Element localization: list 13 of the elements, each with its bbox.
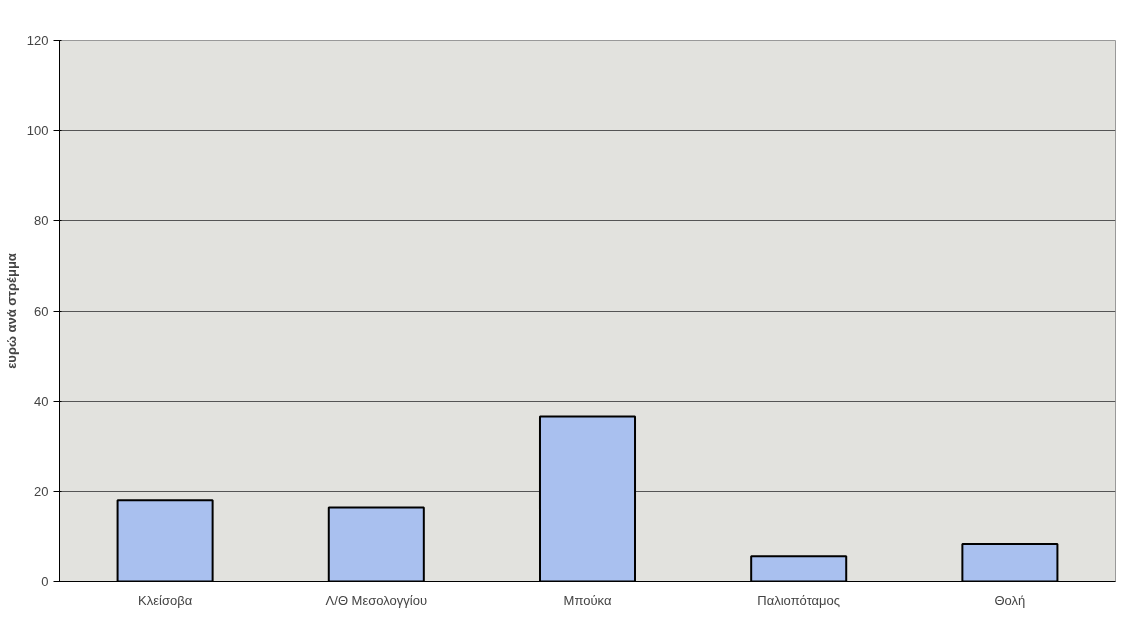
- x-tick-label: Θολή: [994, 592, 1026, 608]
- y-tick-label: 100: [26, 123, 49, 139]
- y-tick-label: 120: [26, 33, 49, 48]
- x-tick-label: Παλιοπόταμος: [757, 592, 841, 608]
- y-tick-label: 0: [41, 574, 49, 589]
- y-tick-label: 60: [34, 303, 49, 319]
- y-tick-label: 20: [34, 483, 49, 499]
- y-tick-label: 40: [34, 393, 49, 409]
- x-tick-label: Κλείσοβα: [138, 592, 193, 608]
- x-tick-label: Μπούκα: [563, 592, 612, 608]
- y-tick-label: 80: [34, 213, 49, 229]
- x-tick-label: Λ/Θ Μεσολογγίου: [325, 592, 428, 608]
- y-axis-title: ευρώ ανά στρέμμα: [3, 253, 19, 369]
